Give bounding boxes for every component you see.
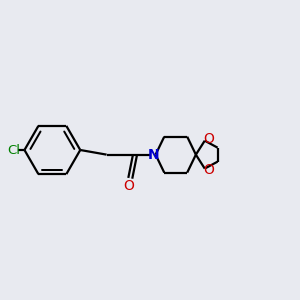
Text: Cl: Cl xyxy=(7,143,20,157)
Text: O: O xyxy=(123,178,134,193)
Text: O: O xyxy=(203,132,214,146)
Text: N: N xyxy=(147,148,159,162)
Text: O: O xyxy=(203,163,214,177)
